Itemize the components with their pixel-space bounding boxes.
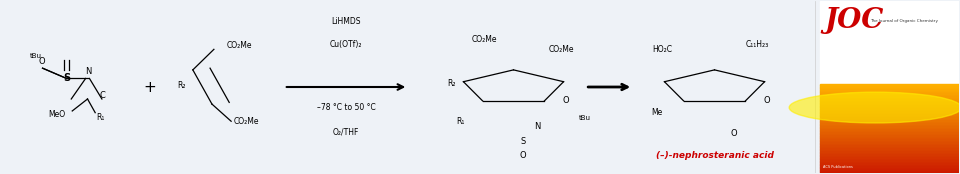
Bar bbox=[820, 141, 959, 143]
Bar bbox=[820, 103, 959, 104]
Text: CO₂Me: CO₂Me bbox=[472, 35, 497, 44]
Text: The Journal of Organic Chemistry: The Journal of Organic Chemistry bbox=[871, 18, 939, 22]
Bar bbox=[820, 115, 959, 116]
Text: Me: Me bbox=[652, 108, 662, 117]
Bar bbox=[820, 133, 959, 134]
Text: O: O bbox=[731, 129, 737, 138]
Bar bbox=[820, 125, 959, 127]
Bar bbox=[820, 156, 959, 158]
Text: (–)-nephrosteranic acid: (–)-nephrosteranic acid bbox=[656, 151, 774, 160]
Text: ACS Publications: ACS Publications bbox=[823, 165, 852, 169]
Bar bbox=[820, 89, 959, 91]
Bar bbox=[820, 131, 959, 133]
Bar bbox=[820, 134, 959, 136]
Bar bbox=[820, 155, 959, 156]
Bar bbox=[820, 167, 959, 168]
Text: N: N bbox=[85, 67, 92, 76]
Bar bbox=[820, 158, 959, 159]
Bar bbox=[820, 137, 959, 139]
Bar bbox=[820, 101, 959, 103]
Text: LiHMDS: LiHMDS bbox=[331, 17, 361, 26]
Bar bbox=[820, 84, 959, 85]
Text: MeO: MeO bbox=[48, 110, 65, 119]
Bar bbox=[820, 100, 959, 101]
Bar bbox=[820, 170, 959, 171]
Bar bbox=[820, 161, 959, 162]
Bar bbox=[820, 165, 959, 167]
Text: C: C bbox=[100, 91, 106, 100]
Bar bbox=[820, 88, 959, 89]
Bar bbox=[820, 104, 959, 106]
Bar bbox=[820, 162, 959, 164]
Bar bbox=[820, 98, 959, 100]
Bar bbox=[820, 85, 959, 86]
Text: O: O bbox=[38, 57, 45, 66]
Text: O: O bbox=[764, 96, 771, 105]
Text: R₂: R₂ bbox=[447, 79, 456, 88]
Bar bbox=[820, 164, 959, 165]
Text: O: O bbox=[563, 96, 569, 105]
Bar bbox=[820, 118, 959, 119]
Bar bbox=[820, 139, 959, 140]
Bar bbox=[820, 146, 959, 147]
Text: JOC: JOC bbox=[825, 7, 884, 34]
Text: Cu(OTf)₂: Cu(OTf)₂ bbox=[329, 40, 362, 49]
Bar bbox=[820, 119, 959, 121]
Text: R₁: R₁ bbox=[96, 113, 105, 122]
Bar bbox=[820, 96, 959, 97]
Bar bbox=[820, 171, 959, 173]
Bar bbox=[820, 109, 959, 110]
Text: +: + bbox=[143, 80, 156, 94]
Text: S: S bbox=[63, 73, 70, 84]
Circle shape bbox=[789, 92, 960, 123]
Bar bbox=[820, 127, 959, 128]
Text: –78 °C to 50 °C: –78 °C to 50 °C bbox=[317, 103, 375, 112]
Bar bbox=[820, 107, 959, 109]
Bar bbox=[820, 128, 959, 130]
Bar bbox=[820, 153, 959, 155]
Bar bbox=[820, 1, 959, 84]
Text: O₂/THF: O₂/THF bbox=[333, 127, 359, 136]
Bar bbox=[820, 143, 959, 144]
Text: R₂: R₂ bbox=[177, 81, 185, 90]
Text: R₁: R₁ bbox=[457, 117, 465, 126]
Text: CO₂Me: CO₂Me bbox=[548, 45, 574, 54]
Bar bbox=[820, 106, 959, 107]
Bar bbox=[820, 92, 959, 94]
Bar bbox=[820, 136, 959, 137]
Bar bbox=[820, 144, 959, 146]
Bar bbox=[820, 113, 959, 115]
Bar bbox=[820, 159, 959, 161]
Bar bbox=[820, 97, 959, 98]
Text: C₁₁H₂₃: C₁₁H₂₃ bbox=[746, 40, 769, 49]
Bar bbox=[820, 168, 959, 170]
Bar bbox=[820, 130, 959, 131]
Bar bbox=[820, 91, 959, 92]
Bar bbox=[820, 122, 959, 124]
Bar bbox=[820, 121, 959, 122]
Bar bbox=[820, 150, 959, 152]
Text: tBu: tBu bbox=[579, 115, 591, 121]
Bar bbox=[820, 147, 959, 149]
Bar bbox=[820, 149, 959, 150]
Text: CO₂Me: CO₂Me bbox=[227, 41, 252, 50]
Text: HO₂C: HO₂C bbox=[652, 45, 672, 54]
Text: S: S bbox=[520, 137, 526, 146]
Bar bbox=[820, 94, 959, 96]
Text: O: O bbox=[519, 151, 526, 160]
Bar bbox=[820, 140, 959, 141]
Bar bbox=[820, 112, 959, 113]
Text: CO₂Me: CO₂Me bbox=[234, 117, 259, 126]
Text: N: N bbox=[535, 122, 540, 131]
Bar bbox=[820, 110, 959, 112]
Text: tBu: tBu bbox=[30, 53, 42, 59]
Bar bbox=[820, 116, 959, 118]
Bar bbox=[820, 152, 959, 153]
Bar bbox=[820, 86, 959, 88]
Bar bbox=[820, 124, 959, 125]
